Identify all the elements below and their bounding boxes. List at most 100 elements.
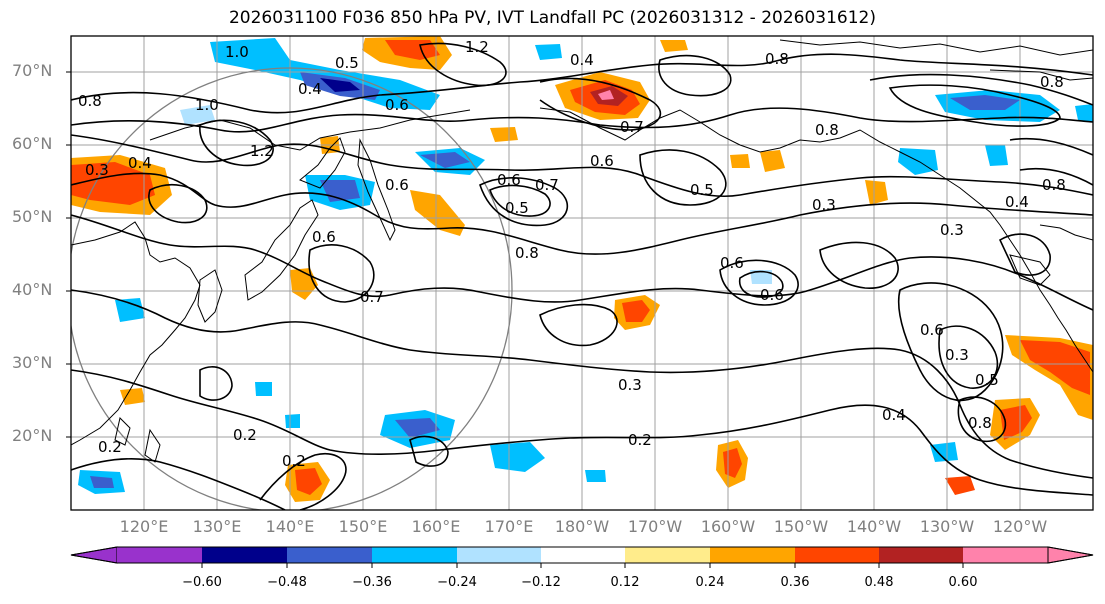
contour-label: 0.6	[920, 321, 944, 339]
pv-positive-area	[730, 154, 750, 168]
contour-label: 0.6	[385, 176, 409, 194]
pv-negative-area	[1075, 104, 1093, 122]
colorbar-tick-label: 0.36	[780, 575, 810, 590]
contour-label: 0.8	[1040, 73, 1064, 91]
pv-positive-area	[410, 190, 465, 236]
contour-label: 0.4	[1005, 193, 1029, 211]
lat-ticks	[66, 71, 71, 438]
contour-label: 0.7	[535, 176, 559, 194]
lon-label: 140°E	[265, 517, 315, 536]
pv-positive-area	[660, 40, 688, 52]
pv-positive-area	[1020, 340, 1090, 395]
contour-label: 0.6	[720, 254, 744, 272]
contour-label: 0.3	[618, 376, 642, 394]
contour-label: 1.2	[250, 142, 274, 160]
lon-label: 120°W	[992, 517, 1048, 536]
contour-label: 0.3	[945, 346, 969, 364]
contour-label: 1.2	[465, 38, 489, 56]
contour-label: 0.6	[760, 286, 784, 304]
contour-label: 0.3	[940, 221, 964, 239]
lat-label: 60°N	[12, 134, 53, 153]
plot-title: 2026031100 F036 850 hPa PV, IVT Landfall…	[228, 8, 876, 28]
colorbar-tick-label: −0.24	[437, 575, 477, 590]
contour-label: 0.4	[570, 51, 594, 69]
pv-negative-area	[180, 105, 215, 125]
lon-label: 180°W	[554, 517, 610, 536]
contour-label: 0.5	[335, 54, 359, 72]
contour-label: 0.7	[620, 118, 644, 136]
colorbar-tick-label: −0.60	[182, 575, 222, 590]
lon-label: 150°W	[773, 517, 829, 536]
contour-label: 0.5	[505, 199, 529, 217]
contour-label: 0.3	[85, 161, 109, 179]
contour-label: 0.5	[690, 181, 714, 199]
colorbar-outline	[70, 546, 1094, 564]
contour-label: 1.0	[195, 96, 219, 114]
pv-negative-area	[750, 270, 772, 284]
pv-positive-area	[598, 90, 614, 100]
pv-negative-area	[950, 95, 1020, 110]
pv-positive-area	[490, 127, 518, 142]
lat-label: 20°N	[12, 426, 53, 445]
contour-label: 0.4	[298, 80, 322, 98]
colorbar-bin	[457, 547, 541, 563]
contour-label: 0.8	[1042, 176, 1066, 194]
lon-label: 140°W	[846, 517, 902, 536]
pv-positive-area	[385, 40, 440, 60]
lat-label: 30°N	[12, 353, 53, 372]
coastlines	[71, 39, 1093, 463]
lat-label: 40°N	[12, 280, 53, 299]
colorbar-bin	[625, 547, 710, 563]
colorbar-bin	[795, 547, 879, 563]
colorbar-bin	[70, 546, 118, 564]
colorbar-tick-label: −0.48	[267, 575, 307, 590]
pv-negative-area	[930, 442, 958, 462]
pv-positive-area	[71, 162, 155, 205]
pv-contours	[71, 42, 1093, 510]
map-panel: 1.0 1.2 0.5 0.4 0.6 0.8 0.8 0.4 0.7 0.6 …	[71, 36, 1093, 510]
pv-shading	[71, 36, 1093, 502]
colorbar-bin	[710, 547, 795, 563]
lon-label: 120°E	[119, 517, 169, 536]
pv-negative-area	[320, 78, 360, 92]
lon-label: 170°W	[627, 517, 683, 536]
colorbar-bin	[202, 547, 287, 563]
contour-label: 0.2	[98, 438, 122, 456]
contour-label: 0.6	[497, 171, 521, 189]
pv-positive-area	[945, 476, 975, 495]
colorbar-bin	[372, 547, 457, 563]
map-frame	[70, 35, 1094, 511]
colorbar-tick-label: 0.24	[695, 575, 725, 590]
colorbar-tick-label: 0.60	[948, 575, 978, 590]
contour-label: 0.8	[815, 121, 839, 139]
colorbar-tick-label: 0.48	[864, 575, 894, 590]
pv-negative-area	[585, 470, 606, 482]
contour-label: 1.0	[225, 43, 249, 61]
pv-negative-area	[535, 44, 562, 60]
pv-negative-area	[285, 414, 300, 428]
contour-label: 0.4	[882, 406, 906, 424]
contour-label: 0.8	[765, 50, 789, 68]
pv-positive-area	[120, 388, 145, 405]
contour-label: 0.8	[78, 92, 102, 110]
contour-label: 0.8	[968, 414, 992, 432]
pv-negative-area	[115, 298, 145, 322]
contour-label: 0.7	[360, 288, 384, 306]
contour-label: 0.6	[385, 96, 409, 114]
contour-label: 0.3	[812, 196, 836, 214]
pv-positive-area	[622, 300, 650, 322]
lon-label: 160°W	[700, 517, 756, 536]
contour-label-group: 1.0 1.2 0.5 0.4 0.6 0.8 0.8 0.4 0.7 0.6 …	[78, 38, 1066, 470]
contour-label: 0.4	[128, 154, 152, 172]
pv-negative-area	[90, 476, 114, 488]
lon-label: 130°W	[919, 517, 975, 536]
lon-label: 130°E	[192, 517, 242, 536]
landfall-circle	[71, 67, 513, 510]
contour-label: 0.6	[312, 228, 336, 246]
pv-positive-area	[295, 468, 322, 495]
lon-label: 170°E	[484, 517, 534, 536]
contour-label: 0.2	[233, 426, 257, 444]
pv-negative-area	[420, 152, 470, 168]
pv-positive-area	[865, 180, 888, 205]
